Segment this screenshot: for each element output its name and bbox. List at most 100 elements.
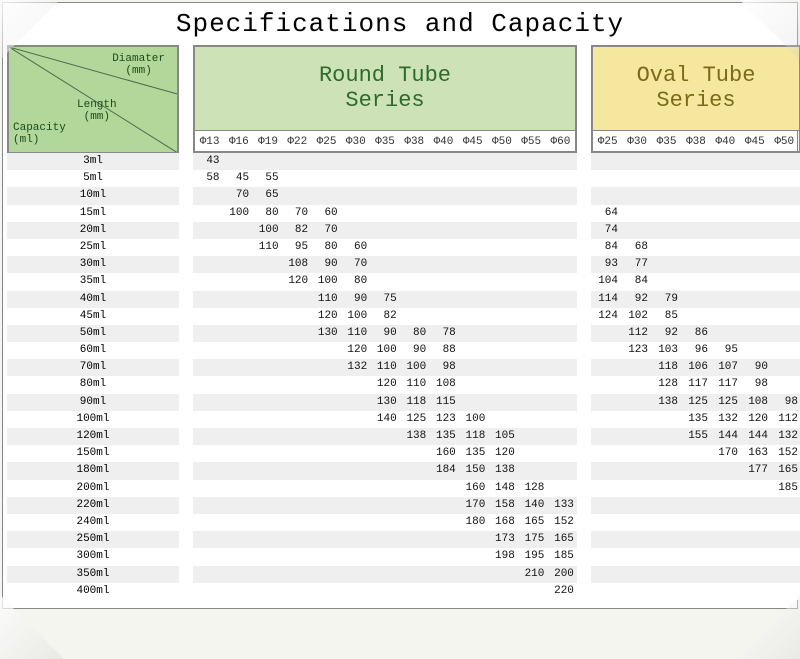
data-cell (282, 548, 312, 565)
data-cell (252, 376, 282, 393)
oval-tube-column: Oval TubeSeries Φ25Φ30Φ35Φ38Φ40Φ45Φ50 64… (591, 45, 800, 600)
data-cell (591, 445, 621, 462)
data-cell (771, 566, 800, 583)
data-cell (400, 548, 430, 565)
data-cell (311, 566, 341, 583)
data-cell (488, 239, 518, 256)
table-row: 7065 (193, 187, 577, 204)
data-cell (741, 170, 771, 187)
data-cell (311, 497, 341, 514)
round-data-rows: 4358455570651008070601008270110958060108… (193, 153, 577, 600)
legend-length-label: Length(mm) (77, 99, 117, 123)
data-cell (488, 222, 518, 239)
legend-header: Diamater(mm) Length(mm) Capacity(ml) (7, 45, 179, 153)
data-cell (621, 394, 651, 411)
diameter-header-cell: Φ38 (400, 131, 429, 151)
data-cell (429, 308, 459, 325)
data-cell (651, 583, 681, 600)
data-cell: 110 (311, 291, 341, 308)
data-cell: 163 (741, 445, 771, 462)
oval-series-title: Oval TubeSeries (637, 64, 756, 112)
data-cell (621, 170, 651, 187)
data-cell (621, 376, 651, 393)
data-cell (488, 153, 518, 170)
data-cell (193, 428, 223, 445)
data-cell (651, 480, 681, 497)
data-cell (651, 566, 681, 583)
data-cell: 74 (591, 222, 621, 239)
capacity-row: 35ml (7, 273, 179, 290)
data-cell (547, 359, 577, 376)
data-cell: 120 (370, 376, 400, 393)
capacity-row: 30ml (7, 256, 179, 273)
capacity-label: 250ml (76, 531, 109, 548)
data-cell (193, 256, 223, 273)
data-cell (771, 187, 800, 204)
table-row (591, 566, 800, 583)
data-cell (459, 239, 489, 256)
data-cell (459, 325, 489, 342)
data-cell (488, 187, 518, 204)
data-cell (621, 411, 651, 428)
data-cell (400, 445, 430, 462)
diameter-header-cell: Φ40 (711, 131, 740, 151)
data-cell (681, 170, 711, 187)
data-cell (311, 342, 341, 359)
table-row: 8468 (591, 239, 800, 256)
data-cell (591, 514, 621, 531)
data-cell (459, 256, 489, 273)
data-cell: 170 (711, 445, 741, 462)
data-cell (547, 153, 577, 170)
capacity-label: 180ml (76, 462, 109, 479)
data-cell: 115 (429, 394, 459, 411)
data-cell (252, 291, 282, 308)
data-cell: 78 (429, 325, 459, 342)
data-cell (547, 187, 577, 204)
data-cell (488, 583, 518, 600)
data-cell (311, 411, 341, 428)
data-cell (341, 205, 371, 222)
data-cell (459, 359, 489, 376)
data-cell: 165 (547, 531, 577, 548)
data-cell (771, 376, 800, 393)
data-cell (711, 291, 741, 308)
data-cell (741, 153, 771, 170)
capacity-row: 100ml (7, 411, 179, 428)
table-row: 170163152 (591, 445, 800, 462)
table-row: 12010082 (193, 308, 577, 325)
data-cell: 110 (252, 239, 282, 256)
data-cell (429, 187, 459, 204)
data-cell (459, 187, 489, 204)
data-cell: 100 (223, 205, 253, 222)
data-cell: 106 (681, 359, 711, 376)
data-cell: 135 (459, 445, 489, 462)
data-cell (547, 205, 577, 222)
data-cell (459, 291, 489, 308)
data-cell (741, 514, 771, 531)
data-cell: 68 (621, 239, 651, 256)
data-cell (341, 583, 371, 600)
data-cell (311, 531, 341, 548)
data-cell (681, 583, 711, 600)
data-cell: 117 (681, 376, 711, 393)
data-cell: 112 (621, 325, 651, 342)
data-cell (252, 256, 282, 273)
page-title: Specifications and Capacity (3, 7, 797, 45)
data-cell (193, 548, 223, 565)
table-row: 11810610790 (591, 359, 800, 376)
data-cell (193, 583, 223, 600)
data-cell (400, 308, 430, 325)
data-cell (651, 256, 681, 273)
data-cell (771, 291, 800, 308)
data-cell (771, 222, 800, 239)
data-cell (400, 480, 430, 497)
data-cell (771, 170, 800, 187)
data-cell (711, 566, 741, 583)
data-cell: 150 (459, 462, 489, 479)
data-cell: 90 (741, 359, 771, 376)
data-cell (651, 222, 681, 239)
data-cell (223, 342, 253, 359)
table-row: 9377 (591, 256, 800, 273)
capacity-row: 20ml (7, 222, 179, 239)
data-cell (459, 376, 489, 393)
